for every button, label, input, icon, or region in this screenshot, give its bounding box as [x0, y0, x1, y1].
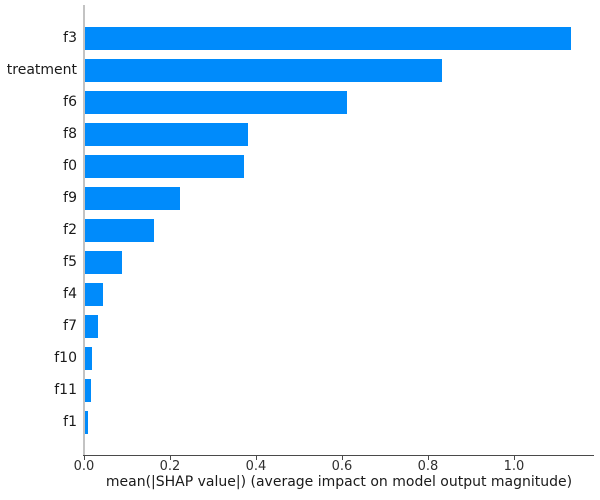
x-tick-label-0.4: 0.4: [245, 459, 267, 474]
bar-f3: [85, 27, 571, 50]
bar-f5: [85, 251, 122, 274]
bar-f2: [85, 219, 154, 242]
y-axis-spine: [83, 5, 85, 455]
bar-f9: [85, 187, 180, 210]
x-tick-mark-0.4: [256, 456, 257, 460]
x-tick-label-0.8: 0.8: [417, 459, 439, 474]
bar-f4: [85, 283, 103, 306]
y-tick-label-f1: f1: [63, 414, 77, 430]
bar-f11: [85, 379, 92, 402]
y-tick-label-f7: f7: [63, 318, 77, 334]
y-tick-label-f5: f5: [63, 254, 77, 270]
bar-treatment: [85, 59, 442, 82]
x-tick-mark-0.6: [342, 456, 343, 460]
bar-f10: [85, 347, 92, 370]
x-axis-label: mean(|SHAP value|) (average impact on mo…: [105, 474, 573, 490]
x-tick-label-1.0: 1.0: [503, 459, 525, 474]
y-tick-label-f8: f8: [63, 126, 77, 142]
y-tick-label-f2: f2: [63, 222, 77, 238]
x-tick-label-0.2: 0.2: [159, 459, 181, 474]
x-tick-mark-1.0: [514, 456, 515, 460]
x-axis-spine: [83, 455, 594, 456]
bar-f0: [85, 155, 245, 178]
x-tick-label-0.0: 0.0: [73, 459, 95, 474]
x-tick-mark-0.2: [170, 456, 171, 460]
x-tick-mark-0.0: [84, 456, 85, 460]
y-tick-label-f6: f6: [63, 94, 77, 110]
bar-f7: [85, 315, 98, 338]
x-tick-mark-0.8: [428, 456, 429, 460]
y-tick-label-f3: f3: [63, 30, 77, 46]
x-tick-label-0.6: 0.6: [331, 459, 353, 474]
bar-f1: [85, 411, 88, 434]
y-tick-label-f10: f10: [54, 350, 77, 366]
bar-f6: [85, 91, 348, 114]
y-tick-label-f9: f9: [63, 190, 77, 206]
bar-f8: [85, 123, 249, 146]
y-tick-label-f4: f4: [63, 286, 77, 302]
y-tick-label-f0: f0: [63, 158, 77, 174]
y-tick-label-f11: f11: [54, 382, 77, 398]
y-tick-label-treatment: treatment: [6, 62, 77, 78]
